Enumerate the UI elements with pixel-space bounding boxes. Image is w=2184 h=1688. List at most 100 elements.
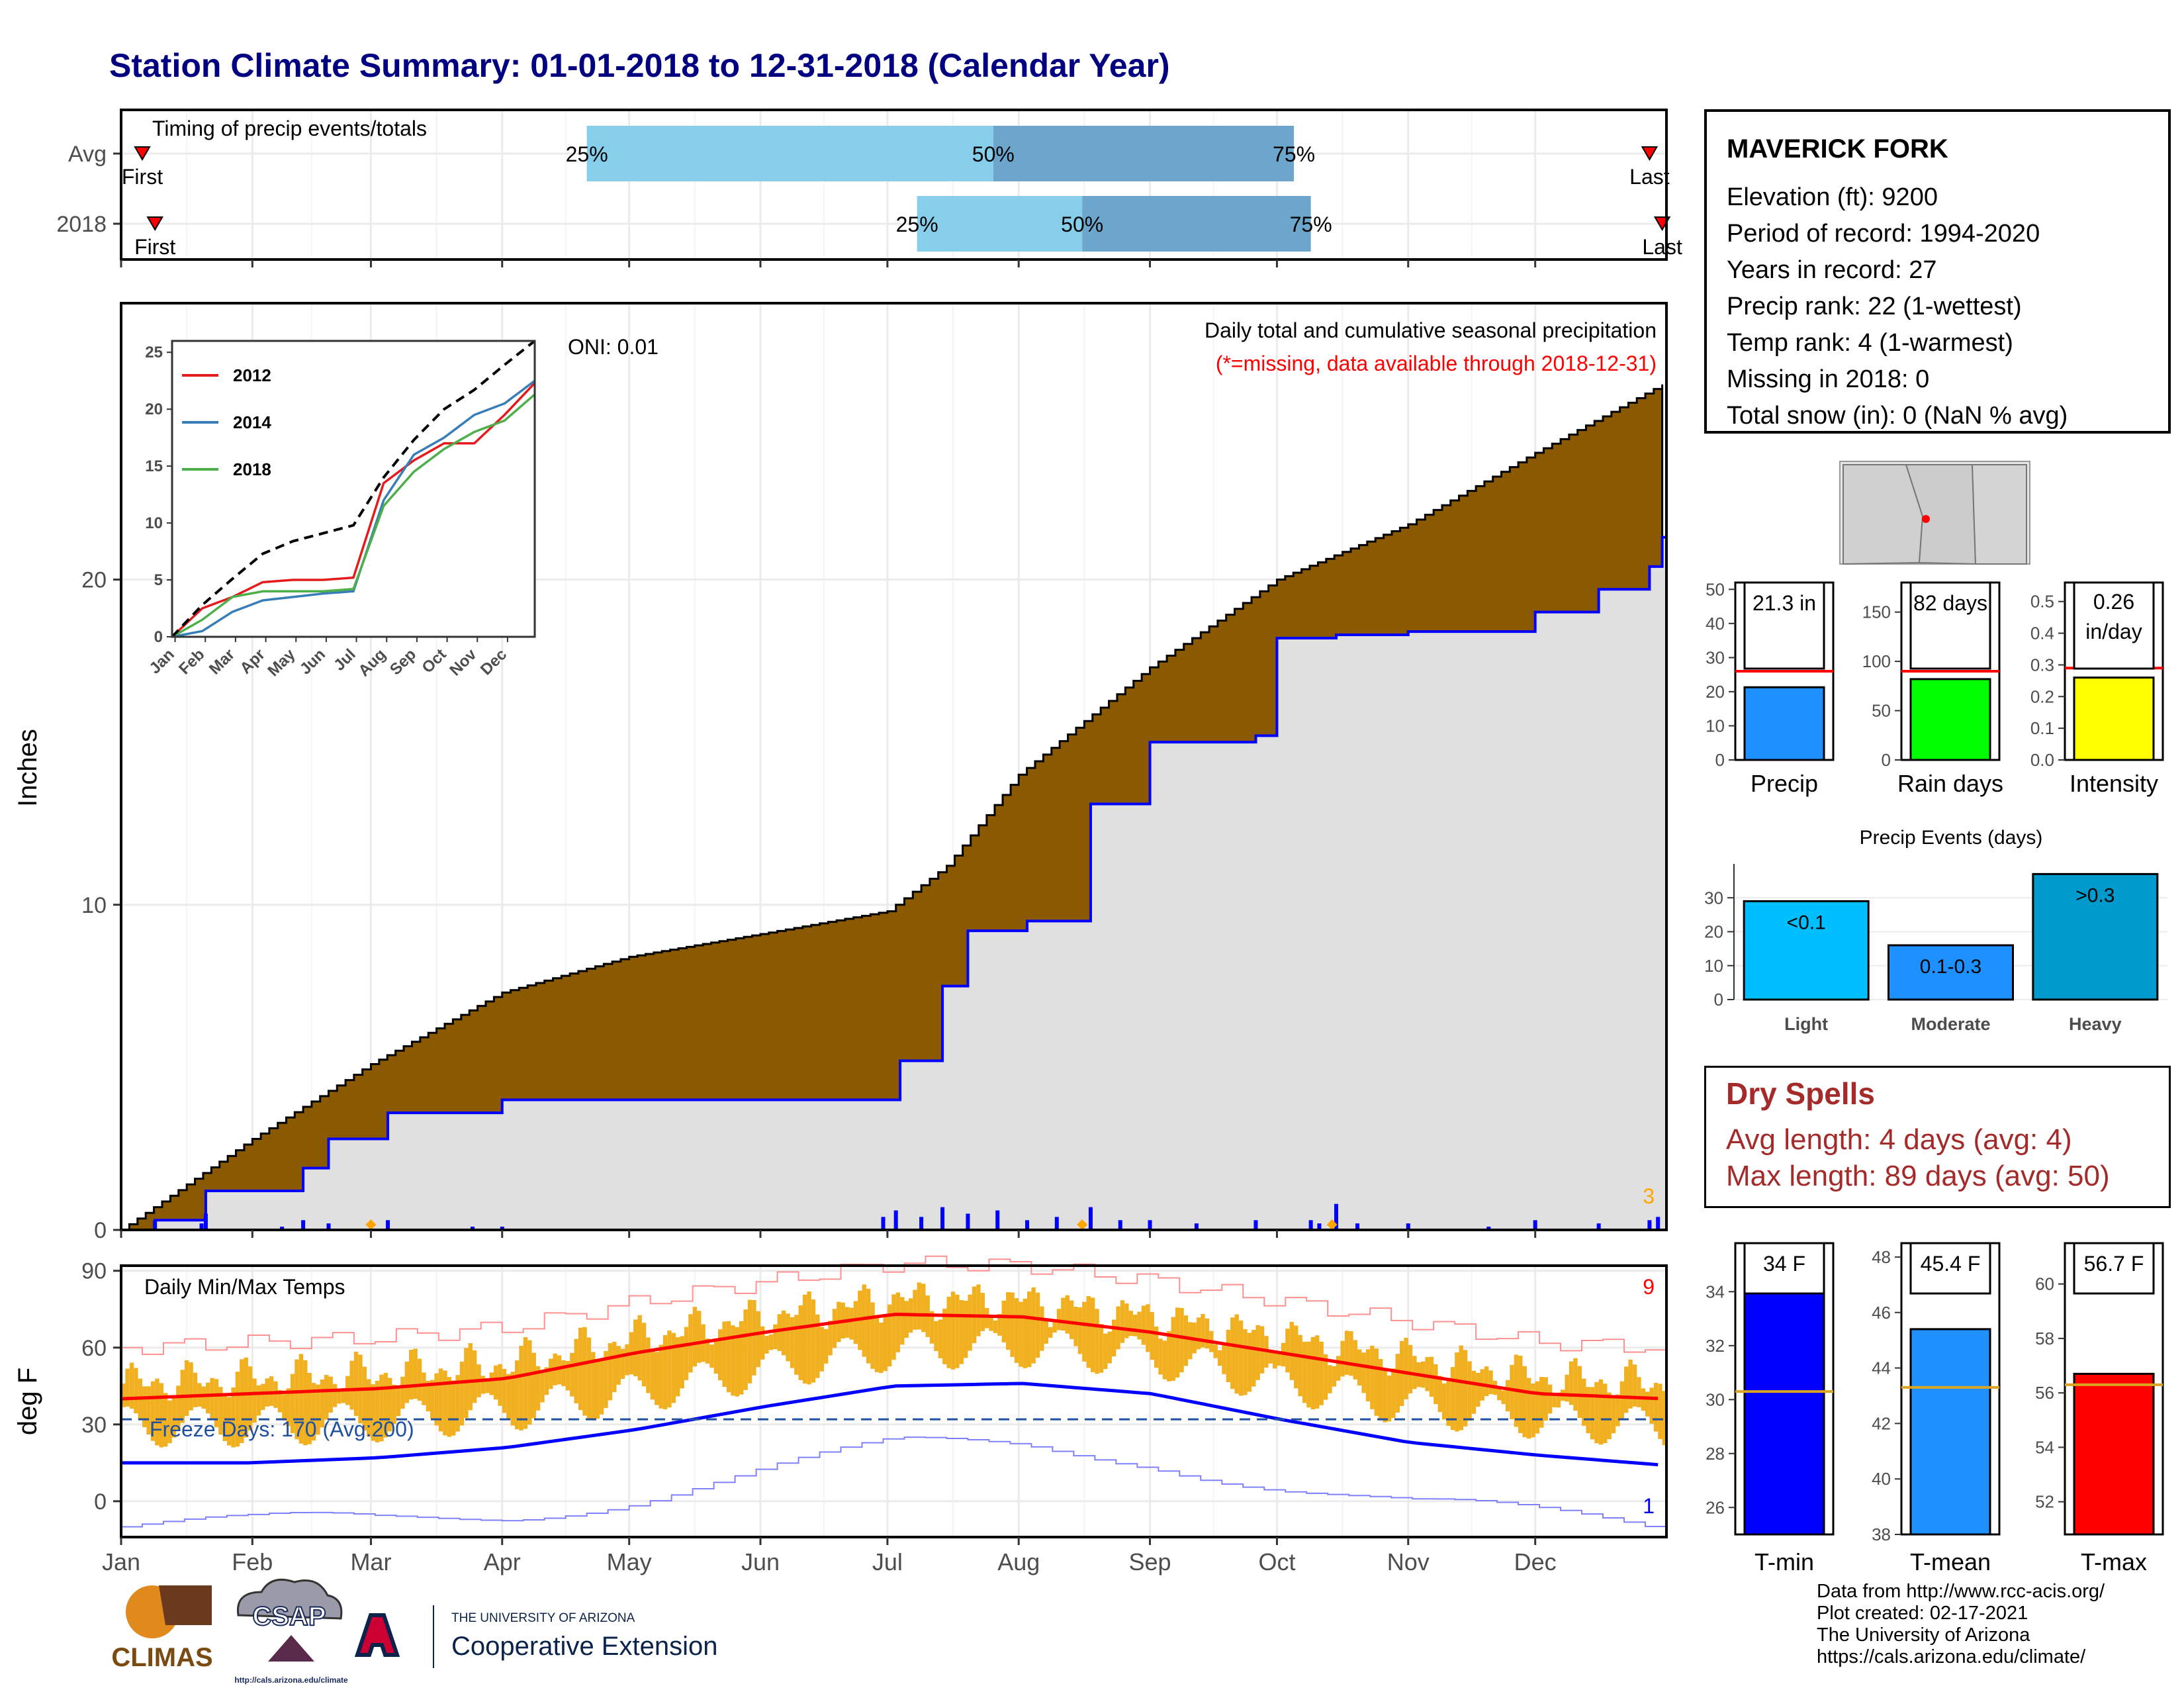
temps-daily-bar (527, 1340, 532, 1425)
temps-daily-bar (282, 1394, 287, 1419)
precip-daily-bar (1253, 1220, 1258, 1230)
timing-bar-q50-q75 (993, 126, 1295, 181)
temps-daily-bar (493, 1365, 498, 1400)
temps-daily-bar (353, 1352, 359, 1417)
timing-row-label: 2018 (56, 212, 107, 237)
temps-daily-bar (650, 1349, 655, 1400)
precip-marker (365, 1219, 377, 1230)
temps-daily-bar (1285, 1329, 1290, 1373)
temps-daily-bar (595, 1361, 600, 1419)
events-y-tick-label: 30 (1704, 888, 1723, 908)
temps-daily-bar (1637, 1377, 1641, 1407)
temps-daily-bar (641, 1323, 647, 1387)
events-bar-label: <0.1 (1787, 912, 1826, 933)
summary-value-bar (2073, 1372, 2155, 1536)
temps-daily-bar (430, 1380, 435, 1419)
summary-y-tick-label: 30 (1706, 647, 1725, 667)
summary-value-bar (1743, 686, 1825, 761)
temps-daily-bar (1107, 1331, 1112, 1364)
temps-daily-bar (1222, 1344, 1226, 1374)
temps-daily-bar (637, 1315, 642, 1381)
summary-y-tick-label: 0.0 (2030, 750, 2054, 770)
temps-daily-bar (337, 1390, 341, 1404)
precip-daily-bar (1088, 1207, 1093, 1230)
station-snow: Total snow (in): 0 (NaN % avg) (1727, 402, 2068, 430)
timing-first-marker (146, 216, 163, 231)
precip-content (121, 384, 1666, 1230)
temps-daily-bar (455, 1375, 460, 1432)
events-category-label: Heavy (2069, 1014, 2122, 1034)
temps-daily-bar (993, 1320, 998, 1333)
precip-oni-label: ONI: 0.01 (568, 335, 659, 359)
temps-daily-bar (1603, 1383, 1608, 1444)
temps-daily-bar (832, 1309, 837, 1348)
station-period: Period of record: 1994-2020 (1727, 220, 2040, 248)
temps-daily-bar (1255, 1325, 1260, 1380)
temps-daily-bar (1357, 1349, 1362, 1385)
temps-daily-bar (1141, 1305, 1146, 1345)
x-tick-label: Dec (1514, 1548, 1557, 1575)
precip-y-tick-label: 10 (81, 893, 107, 918)
temps-daily-bar (1632, 1364, 1637, 1407)
temps-daily-bar (1539, 1377, 1544, 1428)
temps-daily-bar (1146, 1304, 1150, 1352)
station-elevation: Elevation (ft): 9200 (1727, 183, 1938, 211)
dry-spells-max: Max length: 89 days (avg: 50) (1726, 1160, 2110, 1192)
temps-daily-bar (676, 1337, 680, 1397)
temps-daily-bar (523, 1336, 528, 1429)
temps-daily-bar (171, 1398, 177, 1438)
temps-daily-bar (811, 1299, 816, 1383)
temps-daily-bar (620, 1348, 625, 1380)
precip-daily-bar (940, 1207, 945, 1230)
x-tick-label: Aug (997, 1548, 1040, 1575)
temps-daily-bar (413, 1348, 418, 1399)
temps-daily-bar (1048, 1327, 1053, 1338)
temps-daily-bar (320, 1379, 325, 1428)
temps-daily-bar (1247, 1333, 1252, 1392)
timing-last-label: Last (1629, 165, 1670, 189)
inset-legend-label: 2014 (233, 412, 271, 432)
precip-daily-bar (203, 1213, 208, 1230)
temps-daily-bar (1069, 1300, 1074, 1339)
temps-record-high-count: 9 (1643, 1275, 1655, 1299)
summary-y-tick-label: 50 (1706, 579, 1725, 599)
temps-daily-bar (709, 1344, 714, 1368)
temps-daily-bar (1391, 1368, 1396, 1419)
summary-y-tick-label: 0.3 (2030, 655, 2054, 675)
temps-daily-bar (1006, 1291, 1011, 1350)
temps-daily-bar (913, 1289, 917, 1330)
temps-daily-bar (680, 1336, 684, 1389)
summary-value-box (1743, 1242, 1825, 1295)
temps-daily-bar (1289, 1321, 1295, 1380)
summary-y-tick-label: 0 (1882, 750, 1891, 770)
temps-daily-bar (1649, 1387, 1654, 1424)
temps-daily-bar (1183, 1315, 1189, 1366)
temps-daily-bar (388, 1378, 392, 1432)
climas-logo-text: CLIMAS (111, 1643, 212, 1672)
temps-daily-bar (214, 1379, 219, 1428)
temps-daily-bar (570, 1352, 574, 1397)
temps-daily-bar (472, 1350, 477, 1403)
temps-daily-bar (900, 1297, 905, 1345)
inset-legend-label: 2018 (233, 459, 271, 479)
summary-value-label: 45.4 F (1921, 1252, 1981, 1276)
temps-daily-bar (1653, 1383, 1659, 1432)
temps-daily-bar (655, 1352, 659, 1405)
temps-daily-bar (451, 1380, 456, 1436)
summary-y-tick-label: 0.4 (2030, 624, 2054, 643)
temps-daily-bar (371, 1384, 375, 1441)
summary-panel-label: T-mean (1910, 1548, 1991, 1575)
summary-value-bar (1909, 678, 1991, 761)
temps-daily-bar (1594, 1382, 1599, 1444)
temps-record-low-count: 1 (1643, 1494, 1655, 1518)
temps-daily-bar (1408, 1344, 1413, 1394)
precip-daily-bar (1533, 1220, 1537, 1230)
temps-daily-bar (303, 1360, 308, 1446)
temps-daily-bar (1111, 1319, 1116, 1357)
temps-daily-bar (989, 1317, 993, 1331)
temps-daily-bar (1484, 1366, 1489, 1397)
precip-daily-bar (1054, 1217, 1059, 1230)
temps-daily-bar (938, 1319, 943, 1358)
temps-daily-bar (997, 1313, 1002, 1336)
temps-daily-bar (1641, 1388, 1646, 1411)
